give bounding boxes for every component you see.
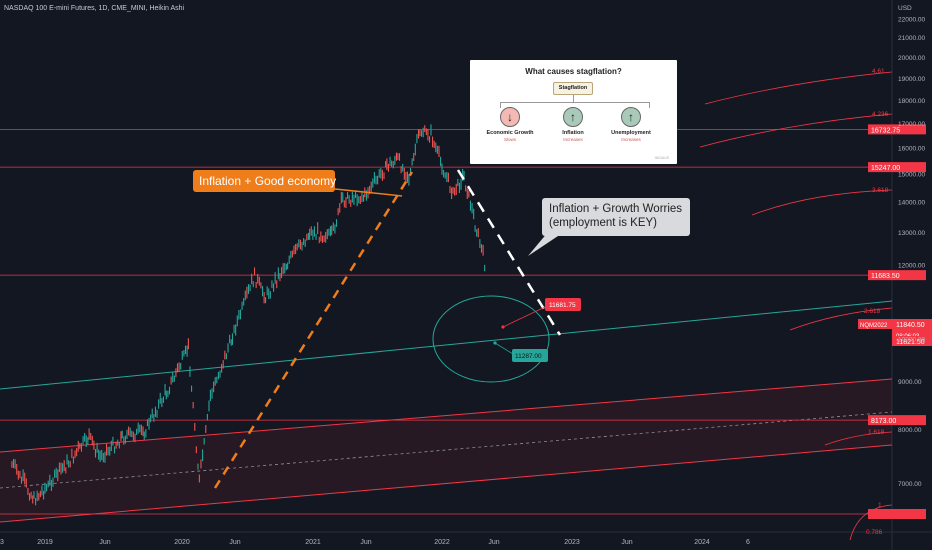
y-tick-label: 22000.00 [898,16,925,23]
arrow-up-icon: ↑ [563,107,583,127]
current-price-tag [892,336,932,346]
channel-lower-line [0,444,893,523]
x-tick-label: 2020 [174,539,190,546]
fib-curve [824,431,893,446]
callout-inflation-growth-worries: Inflation + Growth Worries (employment i… [542,198,690,236]
symbol-header[interactable]: NASDAQ 100 E-mini Futures, 1D, CME_MINI,… [4,5,185,12]
x-tick-label: 2019 [37,539,53,546]
fib-curve [789,307,893,331]
fib-label: 3.618 [872,187,889,194]
y-tick-label: 21000.00 [898,35,925,42]
inset-node-sub: Increases [621,137,641,142]
x-tick-label: Jun [488,539,499,546]
y-tick-label: 16000.00 [898,146,925,153]
teal-pointer-line [494,342,514,355]
x-tick-label: 6 [746,539,750,546]
level-price-tag [868,270,926,281]
y-tick-label: 19000.00 [898,76,925,83]
y-tick-label: 14000.00 [898,200,925,207]
price-unit-label: USD [898,5,912,12]
fib-label: 1.618 [868,429,885,436]
level-price-tag [868,162,926,173]
x-tick-label: Jun [621,539,632,546]
x-tick-label: 2022 [434,539,450,546]
y-tick-label: 15000.00 [898,172,925,179]
x-tick-label: Jun [99,539,110,546]
y-tick-label: 7000.00 [898,481,922,488]
inset-node-label: Economic Growth [486,130,534,136]
inset-source: ING/AUS [654,156,669,160]
fib-label: 4.236 [872,111,889,118]
y-tick-label: 20000.00 [898,55,925,62]
teal-trend-line [0,300,893,390]
inset-node-inflation: ↑ Inflation Increases [543,107,603,142]
callout-inflation-good-economy: Inflation + Good economy [193,170,336,192]
y-tick-label: 8000.00 [898,427,922,434]
inset-title: What causes stagflation? [525,67,622,76]
teal-label-box [512,349,548,362]
x-tick-label: 2023 [564,539,580,546]
callout-pointer [334,188,403,197]
target-ellipse [432,295,550,383]
level-price-tag-text: 16732.75 [871,127,900,134]
level-price-tag [868,415,926,426]
x-tick-label: 3 [0,539,4,546]
y-tick-label: 12000.00 [898,262,925,269]
x-tick-label: Jun [360,539,371,546]
white-dashed-trend-line [456,169,562,336]
symbol-price-tag-text: NQM2022 [860,323,888,329]
inset-node-sub: Increases [563,137,583,142]
inset-node-label: Unemployment [611,130,651,136]
fib-curve [751,189,893,216]
channel-upper-line [0,378,893,453]
level-price-tag-text: 8173.00 [871,418,896,425]
inset-node-unemployment: ↑ Unemployment Increases [601,107,661,142]
inset-node-sub: Slows [503,137,516,142]
channel-mid-line [0,411,893,489]
candles [11,124,486,506]
fib-label: 0.786 [866,529,883,536]
bid-price-text: 11821.50 [896,339,925,346]
arrow-down-icon: ↓ [500,107,520,127]
inset-stem [573,95,574,102]
channel-fill [0,379,892,522]
red-pointer-line [502,306,546,328]
current-price-tag [892,319,932,341]
fib-curve [699,113,893,148]
fib-label: 2.618 [864,308,881,315]
level-price-tag-text: 11683.50 [871,273,900,280]
teal-marker [493,341,497,345]
fib-curve [849,504,893,541]
orange-dashed-trend-line [213,171,414,489]
x-tick-label: Jun [229,539,240,546]
inset-root-box: Stagflation [553,82,593,95]
x-tick-label: 2021 [305,539,321,546]
fib-label: 1 [878,502,882,509]
level-price-tag [868,509,926,519]
level-price-tag [868,124,926,135]
x-tick-label: 2024 [694,539,710,546]
callout-pointer [528,232,558,256]
arrow-up-icon: ↑ [621,107,641,127]
level-price-tag-text: 15247.00 [871,165,900,172]
y-tick-label: 18000.00 [898,98,925,105]
red-label-text: 11681.75 [549,302,576,309]
inset-node-growth: ↓ Economic Growth Slows [480,107,540,142]
inset-branch [500,102,650,108]
inset-node-label: Inflation [562,130,584,136]
y-tick-label: 9000.00 [898,379,922,386]
teal-label-text: 11287.00 [515,353,542,360]
y-tick-label: 17000.00 [898,121,925,128]
red-marker [501,325,505,329]
symbol-price-tag [858,319,892,329]
y-tick-label: 10000.00 [898,336,925,343]
y-tick-label: 13000.00 [898,230,925,237]
fib-label: 4.61 [872,68,885,75]
current-price-text: 11840.50 [896,322,925,329]
red-label-box [545,298,581,311]
fib-curve [704,71,893,105]
stagflation-inset-image: What causes stagflation? Stagflation ↓ E… [470,60,677,164]
